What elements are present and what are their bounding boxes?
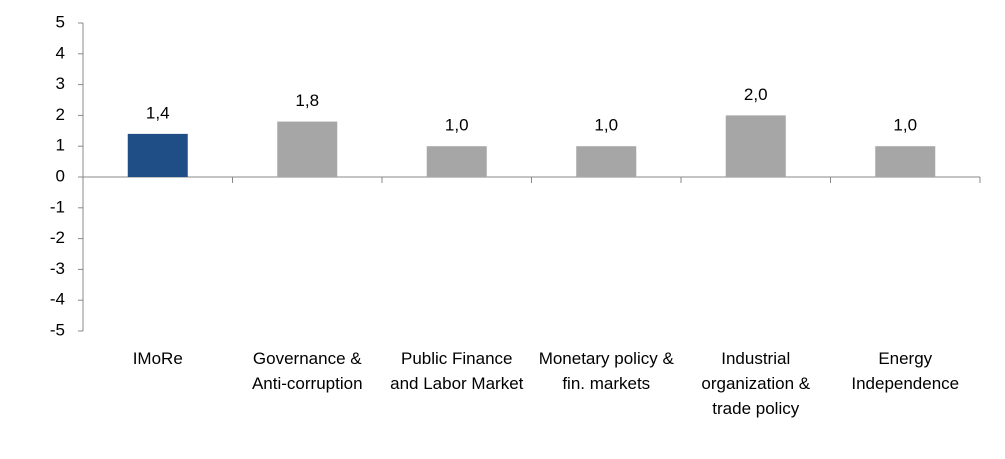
y-tick-label: -2 — [50, 228, 65, 247]
y-tick-label: 1 — [56, 136, 65, 155]
bar — [127, 133, 188, 177]
y-tick-label: 5 — [56, 12, 65, 31]
bar — [277, 121, 338, 177]
value-label: 2,0 — [744, 85, 768, 104]
value-label: 1,8 — [295, 91, 319, 110]
x-tick-label: Industrial organization & trade policy — [701, 349, 811, 418]
x-tick-label: Monetary policy & fin. markets — [538, 349, 674, 393]
bar — [576, 146, 637, 177]
bar — [875, 146, 936, 177]
value-label: 1,4 — [146, 103, 170, 122]
y-tick-label: 2 — [56, 105, 65, 124]
x-tick-label: Governance & Anti-corruption — [251, 349, 363, 393]
bar — [725, 115, 786, 177]
value-label: 1,0 — [893, 116, 917, 135]
value-label: 1,0 — [445, 116, 469, 135]
y-tick-label: -3 — [50, 259, 65, 278]
y-tick-label: -1 — [50, 197, 65, 216]
y-tick-label: -5 — [50, 320, 65, 339]
value-label: 1,0 — [594, 116, 618, 135]
y-tick-label: -4 — [50, 290, 65, 309]
y-tick-label: 3 — [56, 74, 65, 93]
x-tick-label: Public Finance and Labor Market — [390, 349, 524, 393]
bar — [426, 146, 487, 177]
x-tick-label: IMoRe — [132, 349, 183, 368]
x-tick-label: Energy Independence — [851, 349, 960, 393]
y-tick-label: 0 — [56, 166, 65, 185]
y-tick-label: 4 — [56, 43, 65, 62]
